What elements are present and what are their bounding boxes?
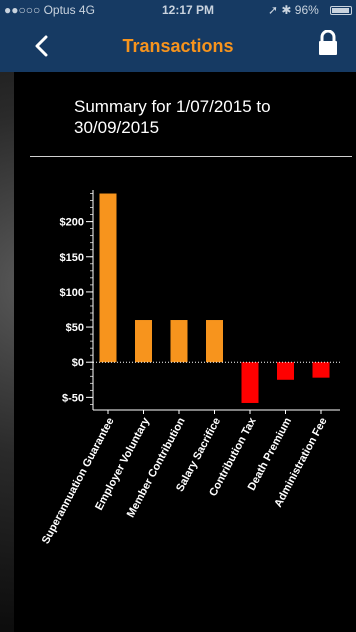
clock: 12:17 PM (162, 3, 215, 17)
y-tick-label: $150 (60, 252, 84, 264)
divider (30, 156, 352, 157)
y-tick-label: $0 (72, 357, 84, 369)
bar (206, 320, 223, 363)
lock-button[interactable] (316, 29, 340, 56)
battery-icon (330, 6, 352, 15)
y-tick-label: $200 (60, 217, 84, 229)
bar (312, 362, 330, 378)
bar (241, 362, 259, 403)
status-bar: ●●○○○ Optus 4G 12:17 PM ➚ ✱ 96% (0, 0, 356, 20)
transactions-content: Summary for 1/07/2015 to 30/09/2015 $200… (14, 72, 356, 632)
carrier-label: ●●○○○ Optus 4G (4, 3, 95, 17)
navigation-bar: Transactions (0, 20, 356, 72)
y-tick-label: $-50 (62, 392, 84, 404)
x-tick-label: Superannuation Guarantee (40, 416, 117, 546)
chevron-left-icon (35, 35, 48, 57)
bar (277, 362, 294, 380)
lock-icon (319, 29, 337, 55)
bar (135, 320, 152, 363)
y-tick-label: $100 (60, 287, 84, 299)
page-title: Transactions (122, 36, 234, 56)
y-tick-label: $50 (66, 322, 84, 334)
battery-percent: ➚ ✱ 96% (268, 3, 319, 17)
bar (99, 193, 117, 363)
back-button[interactable] (28, 30, 58, 60)
transactions-bar-chart: $200 $150 $100 $50 $0 $-50 Superannuation Guar… (40, 190, 340, 546)
bar (170, 320, 188, 363)
summary-heading: Summary for 1/07/2015 to 30/09/2015 (74, 97, 271, 137)
